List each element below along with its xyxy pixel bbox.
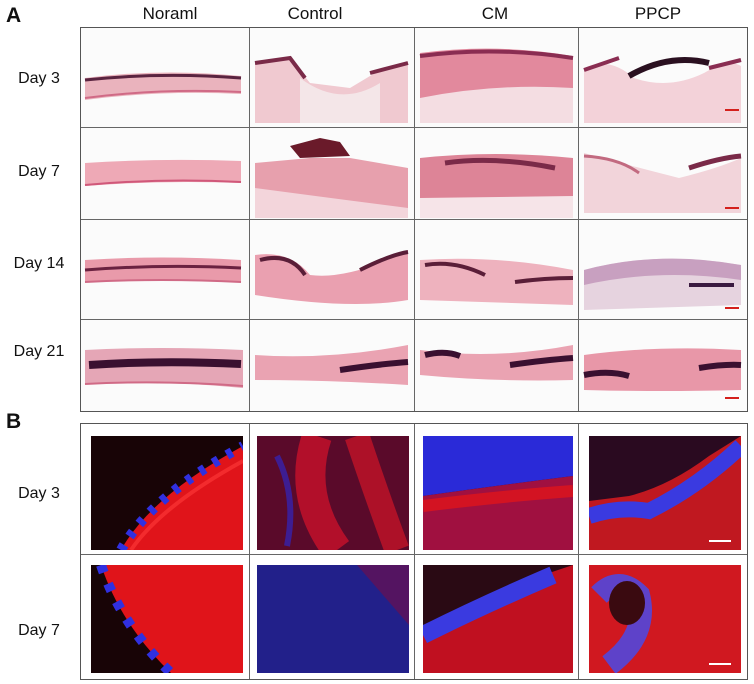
fluor-image-control-day3	[257, 436, 409, 550]
he-image-grid	[80, 27, 748, 412]
scale-bar-a-day21	[725, 397, 739, 399]
scale-bar-a-day7	[725, 207, 739, 209]
fluor-image-cm-day7	[423, 565, 573, 673]
row-label-a-day21: Day 21	[13, 343, 65, 360]
he-image-normal-day3	[81, 28, 249, 127]
he-image-ppcp-day3	[579, 28, 747, 127]
he-image-normal-day14	[81, 220, 249, 319]
scale-bar-a-day3	[725, 109, 739, 111]
fluor-image-cm-day3	[423, 436, 573, 550]
row-label-b-day7: Day 7	[18, 622, 60, 639]
fluorescence-image-grid	[80, 423, 748, 680]
he-image-cm-day14	[415, 220, 578, 319]
fluor-image-ppcp-day3	[589, 436, 741, 550]
scale-bar-b-day3	[709, 540, 731, 542]
fluor-image-normal-day7	[91, 565, 243, 673]
column-header-normal: Noraml	[142, 4, 198, 23]
fluor-image-control-day7	[257, 565, 409, 673]
row-label-a-day3: Day 3	[18, 70, 60, 87]
he-image-normal-day7	[81, 128, 249, 219]
he-image-control-day7	[250, 128, 414, 219]
he-image-ppcp-day7	[579, 128, 747, 219]
fluor-image-ppcp-day7	[589, 565, 741, 673]
he-image-cm-day3	[415, 28, 578, 127]
he-image-cm-day21	[415, 320, 578, 411]
he-image-ppcp-day14	[579, 220, 747, 319]
he-image-normal-day21	[81, 320, 249, 411]
column-header-control: Control	[287, 4, 343, 23]
panel-a-label: A	[6, 4, 22, 27]
he-image-cm-day7	[415, 128, 578, 219]
panel-b-label: B	[6, 410, 22, 433]
he-image-control-day3	[250, 28, 414, 127]
he-image-control-day14	[250, 220, 414, 319]
scale-bar-a-day14	[725, 307, 739, 309]
he-image-control-day21	[250, 320, 414, 411]
fluor-image-normal-day3	[91, 436, 243, 550]
row-label-a-day14: Day 14	[13, 255, 65, 272]
column-header-ppcp: PPCP	[634, 4, 682, 23]
scale-bar-b-day7	[709, 663, 731, 665]
he-image-ppcp-day21	[579, 320, 747, 411]
row-label-b-day3: Day 3	[18, 485, 60, 502]
row-label-a-day7: Day 7	[18, 163, 60, 180]
column-header-cm: CM	[481, 4, 509, 23]
